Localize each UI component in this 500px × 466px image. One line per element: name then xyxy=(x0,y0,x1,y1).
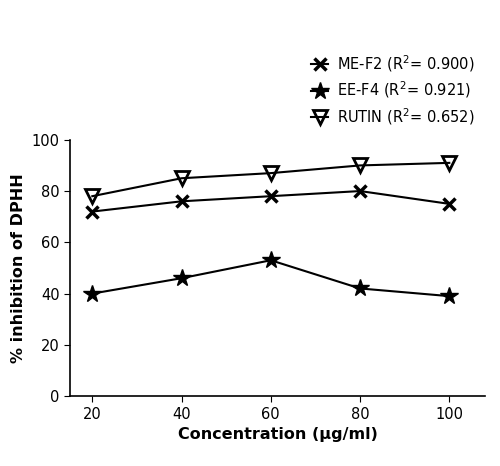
EE-F4 (R$^2$= 0.921) xyxy=(268,257,274,263)
RUTIN (R$^2$= 0.652) xyxy=(90,193,96,199)
EE-F4 (R$^2$= 0.921) xyxy=(446,294,452,299)
Legend: ME-F2 (R$^2$= 0.900), EE-F4 (R$^2$= 0.921), RUTIN (R$^2$= 0.652): ME-F2 (R$^2$= 0.900), EE-F4 (R$^2$= 0.92… xyxy=(308,50,478,130)
ME-F2 (R$^2$= 0.900) xyxy=(268,193,274,199)
ME-F2 (R$^2$= 0.900) xyxy=(90,209,96,214)
RUTIN (R$^2$= 0.652) xyxy=(268,171,274,176)
Line: RUTIN (R$^2$= 0.652): RUTIN (R$^2$= 0.652) xyxy=(86,156,456,203)
EE-F4 (R$^2$= 0.921) xyxy=(357,286,363,291)
ME-F2 (R$^2$= 0.900) xyxy=(178,199,184,204)
RUTIN (R$^2$= 0.652) xyxy=(178,176,184,181)
ME-F2 (R$^2$= 0.900) xyxy=(357,188,363,194)
EE-F4 (R$^2$= 0.921) xyxy=(90,291,96,296)
EE-F4 (R$^2$= 0.921) xyxy=(178,275,184,281)
RUTIN (R$^2$= 0.652) xyxy=(446,160,452,166)
RUTIN (R$^2$= 0.652) xyxy=(357,163,363,168)
Y-axis label: % inhibition of DPHH: % inhibition of DPHH xyxy=(11,173,26,363)
X-axis label: Concentration (µg/ml): Concentration (µg/ml) xyxy=(178,427,378,442)
Line: ME-F2 (R$^2$= 0.900): ME-F2 (R$^2$= 0.900) xyxy=(86,185,456,218)
ME-F2 (R$^2$= 0.900) xyxy=(446,201,452,207)
Line: EE-F4 (R$^2$= 0.921): EE-F4 (R$^2$= 0.921) xyxy=(84,251,458,305)
